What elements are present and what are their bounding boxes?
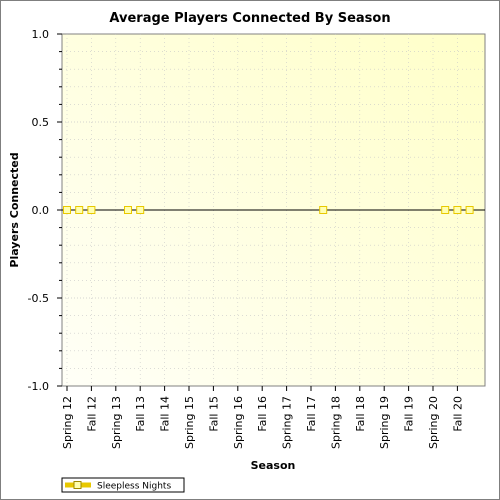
x-tick-label: Fall 14 (159, 396, 172, 432)
x-tick-label: Fall 19 (403, 396, 416, 432)
x-tick-label: Spring 20 (427, 396, 440, 449)
legend: Sleepless Nights (61, 477, 185, 493)
y-tick-label: -1.0 (28, 380, 49, 393)
x-tick-label: Fall 18 (354, 396, 367, 432)
x-tick-label: Spring 16 (232, 396, 245, 449)
x-tick-label: Spring 19 (378, 396, 391, 449)
data-point-marker (441, 206, 450, 214)
x-tick-label: Fall 16 (256, 396, 269, 432)
y-tick-label: 0.5 (32, 116, 50, 129)
x-tick-label: Spring 13 (110, 396, 123, 449)
y-tick-label: 1.0 (32, 28, 50, 41)
series-group (63, 206, 474, 214)
legend-label: Sleepless Nights (97, 482, 171, 492)
x-tick-label: Fall 20 (451, 396, 464, 432)
x-tick-label: Fall 13 (134, 396, 147, 432)
x-axis-ticks: Spring 12 Fall 12 Spring 13 Fall 13 Fall 14 S… (61, 386, 464, 449)
x-tick-label: Spring 12 (61, 396, 74, 449)
legend-box (61, 477, 185, 493)
data-point-marker (453, 206, 462, 214)
data-point-marker (136, 206, 145, 214)
chart-title: Average Players Connected By Season (109, 11, 390, 26)
x-tick-label: Spring 17 (281, 396, 294, 449)
x-tick-label: Fall 15 (207, 396, 220, 432)
legend-marker-swatch (73, 481, 82, 489)
grid-lines (62, 34, 485, 386)
x-tick-label: Spring 18 (329, 396, 342, 449)
y-tick-label: -0.5 (28, 292, 49, 305)
data-point-marker (87, 206, 96, 214)
y-axis-title: Players Connected (8, 152, 21, 267)
data-point-marker (465, 206, 474, 214)
data-point-marker (124, 206, 132, 214)
data-point-marker (319, 206, 328, 214)
y-tick-label: 0.0 (32, 204, 50, 217)
data-point-marker (75, 206, 84, 214)
x-tick-label: Fall 17 (305, 396, 318, 432)
x-tick-label: Fall 12 (85, 396, 98, 432)
y-axis-ticks: 1.0 0.5 0.0 -0.5 -1.0 (28, 28, 62, 393)
x-tick-label: Spring 15 (183, 396, 196, 449)
data-point-marker (63, 206, 71, 214)
x-axis-title: Season (251, 459, 296, 472)
